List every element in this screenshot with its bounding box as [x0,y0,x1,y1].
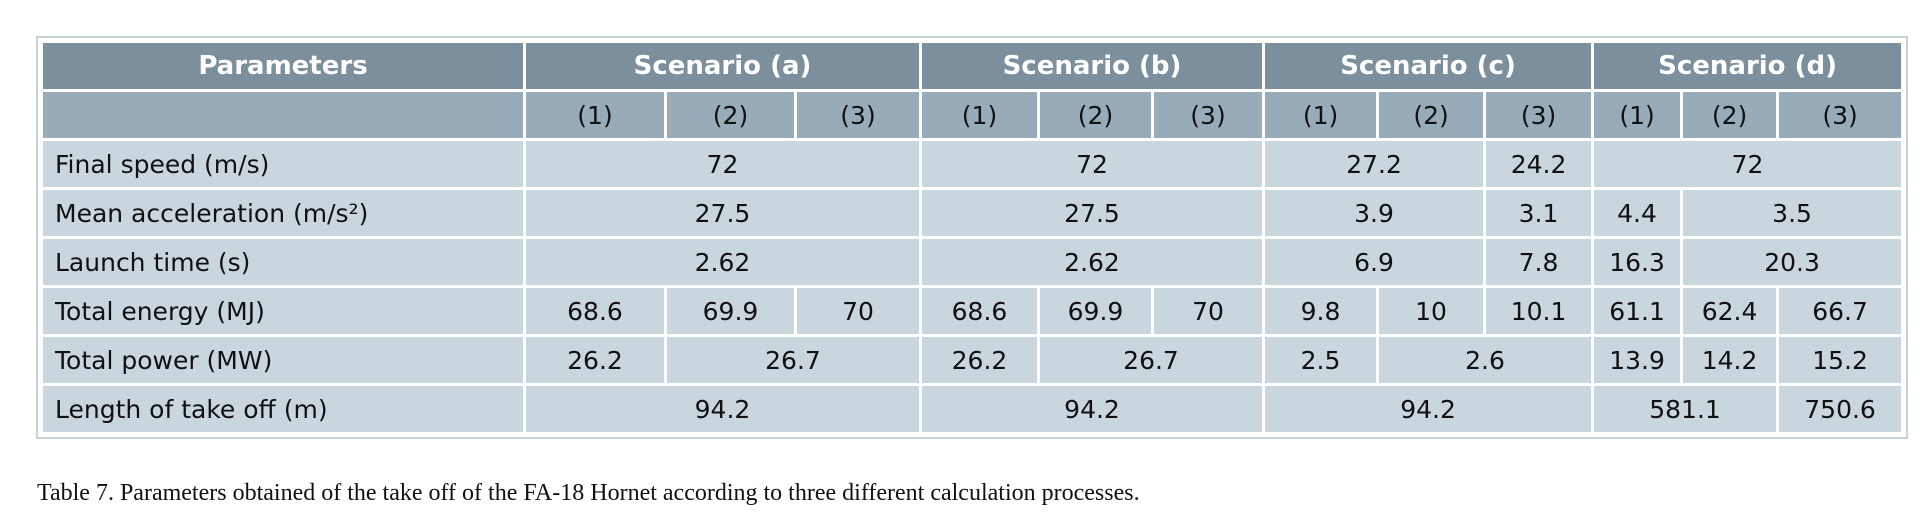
value-cell: 26.2 [919,334,1040,386]
header-cell: Parameters [40,40,526,92]
value-cell: 581.1 [1591,383,1780,435]
value-cell: 15.2 [1776,334,1905,386]
subheader-cell: (2) [664,89,797,141]
value-cell: 72 [1591,138,1905,190]
value-cell: 9.8 [1262,285,1380,337]
subheader-cell: (2) [1680,89,1780,141]
body-row: Total power (MW) 26.2 26.7 26.2 26.7 2.5 2.6 13… [40,334,1905,386]
parameter-cell: Launch time (s) [40,236,526,288]
subheader-cell: (3) [1483,89,1595,141]
value-cell: 24.2 [1483,138,1595,190]
body-row: Total energy (MJ) 68.6 69.9 70 68.6 69.9 70 9.8… [40,285,1905,337]
value-cell: 20.3 [1680,236,1905,288]
value-cell: 66.7 [1776,285,1905,337]
subheader-row: (1) (2) (3) (1) (2) (3) (1) (2) (3) (1) (2) (3) [40,89,1905,141]
value-cell: 2.6 [1376,334,1595,386]
value-cell: 94.2 [918,383,1266,435]
value-cell: 3.9 [1262,187,1487,239]
subheader-cell: (3) [1776,89,1905,141]
value-cell: 10 [1376,285,1487,337]
subheader-cell [40,89,526,141]
value-cell: 27.2 [1262,138,1487,190]
subheader-cell: (1) [1262,89,1380,141]
value-cell: 27.5 [523,187,922,239]
table-frame: Parameters Scenario (a) Scenario (b) Scenar… [36,36,1909,439]
value-cell: 62.4 [1680,285,1780,337]
subheader-cell: (1) [919,89,1040,141]
value-cell: 70 [1150,285,1266,337]
subheader-cell: (1) [523,89,667,141]
parameter-cell: Length of take off (m) [40,383,526,435]
value-cell: 69.9 [664,285,797,337]
value-cell: 61.1 [1591,285,1684,337]
value-cell: 27.5 [918,187,1266,239]
value-cell: 68.6 [523,285,667,337]
subheader-cell: (3) [1150,89,1266,141]
value-cell: 2.5 [1262,334,1380,386]
body-row: Launch time (s) 2.62 2.62 6.9 7.8 16.3 20.3 [40,236,1905,288]
value-cell: 94.2 [1262,383,1595,435]
value-cell: 750.6 [1776,383,1905,435]
value-cell: 10.1 [1483,285,1595,337]
value-cell: 2.62 [523,236,922,288]
caption: Table 7. Parameters obtained of the take… [37,480,1140,506]
value-cell: 94.2 [523,383,922,435]
header-cell: Scenario (b) [918,40,1266,92]
value-cell: 3.1 [1483,187,1595,239]
subheader-cell: (2) [1376,89,1487,141]
value-cell: 3.5 [1680,187,1905,239]
parameter-cell: Total power (MW) [40,334,526,386]
header-row: Parameters Scenario (a) Scenario (b) Scenar… [40,40,1905,92]
body-row: Mean acceleration (m/s²) 27.5 27.5 3.9 3.1 4.… [40,187,1905,239]
body-row: Final speed (m/s) 72 72 27.2 24.2 72 [40,138,1905,190]
value-cell: 7.8 [1483,236,1595,288]
value-cell: 72 [523,138,922,190]
value-cell: 68.6 [919,285,1040,337]
header-cell: Scenario (d) [1591,40,1905,92]
value-cell: 69.9 [1037,285,1154,337]
value-cell: 14.2 [1680,334,1780,386]
subheader-cell: (3) [794,89,922,141]
value-cell: 13.9 [1591,334,1684,386]
table: Parameters Scenario (a) Scenario (b) Scenar… [40,40,1905,435]
subheader-cell: (1) [1591,89,1684,141]
subheader-cell: (2) [1037,89,1154,141]
value-cell: 72 [918,138,1266,190]
value-cell: 70 [794,285,922,337]
parameter-cell: Total energy (MJ) [40,285,526,337]
value-cell: 4.4 [1591,187,1684,239]
header-cell: Scenario (c) [1262,40,1595,92]
parameter-cell: Final speed (m/s) [40,138,526,190]
value-cell: 16.3 [1591,236,1684,288]
value-cell: 26.7 [664,334,922,386]
value-cell: 26.7 [1036,334,1266,386]
value-cell: 2.62 [918,236,1266,288]
header-cell: Scenario (a) [523,40,922,92]
parameter-cell: Mean acceleration (m/s²) [40,187,526,239]
body-row: Length of take off (m) 94.2 94.2 94.2 581.1 7… [40,383,1905,435]
value-cell: 6.9 [1262,236,1487,288]
value-cell: 26.2 [523,334,667,386]
